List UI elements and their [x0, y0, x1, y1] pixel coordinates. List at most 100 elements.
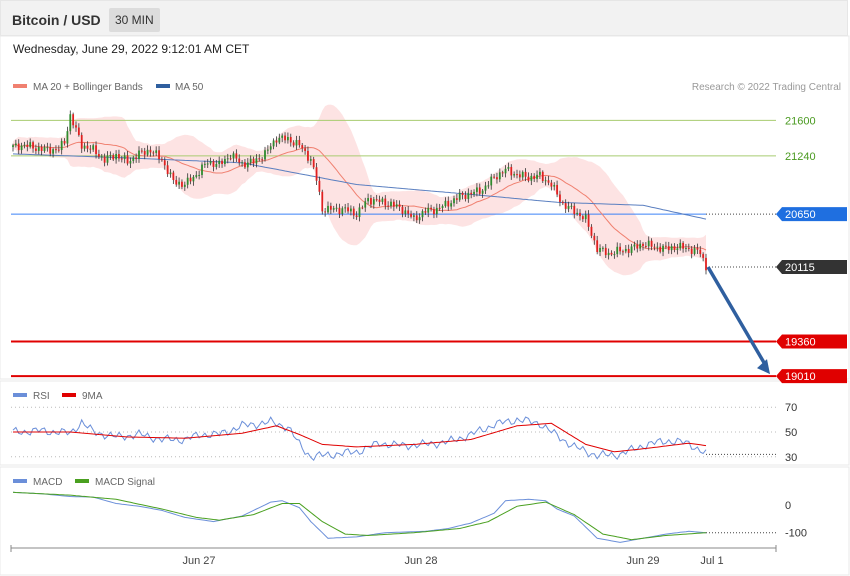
legend-swatch-rsi-ma: [62, 393, 76, 397]
candle-body: [665, 245, 667, 247]
candle-body: [89, 148, 92, 150]
legend-label-rsi-ma: 9MA: [82, 391, 103, 402]
candle-body: [473, 191, 475, 195]
candle-body: [155, 150, 158, 153]
candle-body: [269, 146, 272, 150]
bollinger-band: [13, 104, 706, 276]
candle-body: [55, 149, 57, 151]
candle-body: [123, 155, 126, 160]
candle-body: [550, 182, 553, 187]
candle-body: [527, 176, 530, 181]
time-axis-label: Jun 29: [626, 555, 659, 567]
candle-body: [613, 254, 616, 256]
candle-body: [650, 240, 653, 247]
candle-body: [636, 244, 639, 249]
candle-body: [630, 246, 633, 253]
candle-body: [252, 158, 255, 164]
candle-body: [447, 200, 450, 207]
candle-body: [367, 198, 369, 202]
candle-body: [135, 157, 138, 160]
candle-body: [66, 131, 69, 144]
candle-body: [32, 142, 34, 149]
candle-body: [361, 207, 364, 209]
candle-body: [292, 142, 295, 146]
rsi-panel-frame: [0, 380, 850, 466]
candle-body: [52, 149, 54, 154]
candle-body: [458, 192, 461, 200]
candle-body: [229, 158, 232, 160]
candle-body: [307, 150, 309, 161]
candle-body: [198, 174, 201, 176]
candle-body: [653, 246, 656, 248]
candle-body: [619, 246, 621, 252]
candle-body: [86, 145, 89, 149]
candle-body: [384, 198, 387, 206]
candle-body: [169, 172, 172, 175]
candle-body: [143, 150, 146, 155]
pivot-label: 20650: [785, 209, 816, 221]
chart-timestamp: Wednesday, June 29, 2022 9:12:01 AM CET: [13, 42, 250, 56]
ma50-line: [12, 153, 707, 220]
candle-body: [106, 155, 109, 163]
candle-body: [255, 158, 258, 164]
candle-body: [226, 158, 229, 160]
candle-body: [461, 192, 464, 195]
last-price-label: 20115: [785, 262, 815, 274]
support-tag: [776, 334, 847, 349]
candle-body: [398, 204, 401, 207]
candle-body: [12, 145, 14, 148]
candle-body: [696, 248, 699, 250]
candle-body: [181, 181, 183, 187]
rsi-line: [12, 416, 707, 462]
candle-body: [112, 155, 115, 160]
candle-body: [607, 252, 610, 256]
candle-body: [46, 147, 49, 149]
candle-body: [203, 163, 206, 165]
legend-label-macd-signal: MACD Signal: [95, 477, 155, 488]
candle-body: [29, 142, 32, 147]
candle-body: [404, 210, 407, 214]
candle-body: [14, 143, 17, 146]
candle-body: [126, 155, 129, 164]
candle-body: [327, 205, 329, 213]
candle-body: [604, 247, 607, 256]
pivot-tag: [776, 207, 847, 222]
chart-header: Bitcoin / USD 30 MIN: [0, 0, 848, 36]
candle-body: [433, 209, 435, 215]
candle-body: [441, 206, 444, 209]
candle-body: [275, 140, 278, 143]
time-axis-label: Jun 27: [182, 555, 215, 567]
candle-body: [115, 154, 117, 160]
candle-body: [478, 187, 481, 194]
rsi-reference-label: 50: [785, 427, 797, 439]
candle-body: [372, 199, 375, 205]
timeframe-selector[interactable]: 30 MIN: [109, 8, 160, 32]
candle-body: [166, 165, 169, 175]
candle-body: [659, 246, 662, 252]
candle-body: [163, 160, 166, 166]
instrument-title: Bitcoin / USD: [12, 12, 101, 28]
candle-body: [599, 247, 601, 253]
candle-body: [324, 211, 327, 213]
candle-body: [702, 254, 705, 258]
candle-body: [149, 149, 152, 153]
candle-body: [370, 198, 372, 205]
candle-body: [616, 246, 619, 255]
candle-body: [321, 191, 324, 212]
candle-body: [705, 257, 707, 271]
candle-body: [355, 215, 358, 218]
candle-body: [533, 175, 536, 179]
candle-body: [332, 208, 335, 210]
candle-body: [138, 150, 140, 160]
candle-body: [175, 179, 178, 185]
candle-body: [209, 161, 212, 164]
candle-body: [670, 246, 673, 251]
candle-body: [83, 145, 86, 149]
candle-body: [679, 242, 682, 249]
candle-body: [530, 175, 533, 181]
rsi-reference-label: 70: [785, 402, 797, 414]
candle-body: [644, 246, 647, 248]
candle-body: [435, 207, 438, 215]
time-axis-label: Jun 28: [404, 555, 437, 567]
candle-body: [158, 150, 160, 160]
